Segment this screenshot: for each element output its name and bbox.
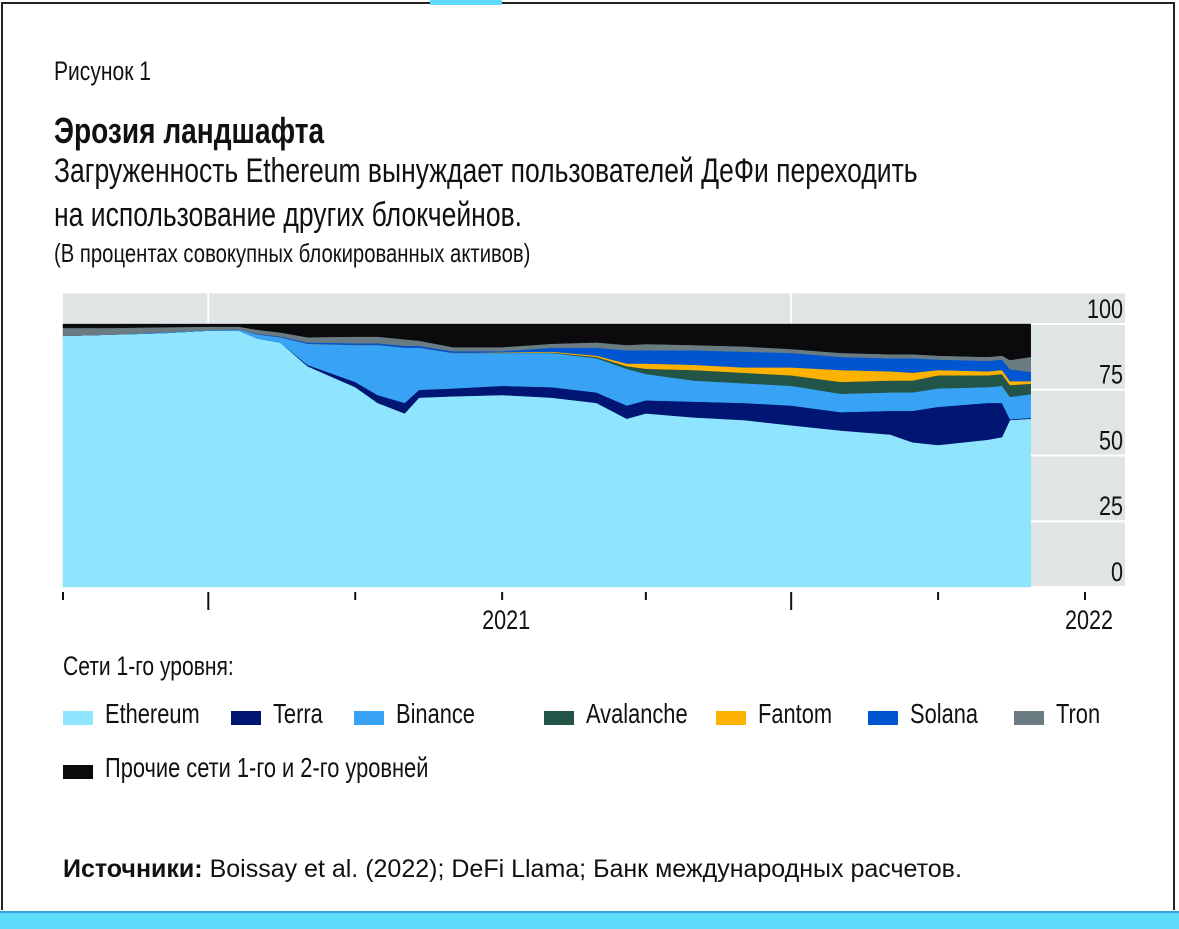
bottom-accent-band (0, 911, 1179, 929)
legend-label: Tron (1056, 698, 1101, 729)
chart-title-text: Эрозия ландшафта (54, 110, 325, 151)
source-note: Источники: Boissay et al. (2022); DeFi L… (63, 855, 962, 884)
legend-swatch (544, 711, 574, 725)
legend-swatch (231, 711, 261, 725)
legend-label: Ethereum (105, 698, 200, 729)
legend-swatch (716, 711, 746, 725)
x-tick-label: 2022 (1065, 606, 1113, 635)
legend-label: Прочие сети 1-го и 2-го уровней (105, 752, 429, 783)
chart-subtitle-line1: Загруженность Ethereum вынуждает пользов… (54, 152, 1161, 191)
legend-item: Binance (354, 698, 544, 730)
area-1-2 (62, 323, 1031, 361)
legend-item: Terra (231, 698, 354, 730)
y-tick-label: 100 (1087, 295, 1123, 325)
source-label: Источники: (63, 855, 203, 883)
legend-item: Прочие сети 1-го и 2-го уровней (63, 752, 520, 784)
legend-label: Avalanche (585, 698, 688, 729)
source-text: Boissay et al. (2022); DeFi Llama; Банк … (202, 855, 962, 883)
legend-label: Binance (396, 698, 475, 729)
legend-item: Avalanche (544, 698, 716, 730)
x-tick-label: 2021 (482, 606, 530, 635)
legend-row: Ethereum Terra Binance Avalanche Fantom Solan… (63, 698, 1134, 730)
legend-item: Tron (1014, 698, 1134, 730)
subtitle-text-1: Загруженность Ethereum вынуждает пользов… (54, 152, 918, 190)
chart-title: Эрозия ландшафта (54, 110, 400, 152)
y-tick-label: 25 (1099, 492, 1123, 522)
legend-label: Fantom (758, 698, 833, 729)
legend-swatch (1014, 711, 1044, 725)
figure-frame (1, 2, 1175, 910)
legend-title: Сети 1-го уровня: (63, 651, 282, 682)
chart-subtitle-line2: на использование других блокчейнов. (54, 196, 654, 235)
legend-label: Terra (273, 698, 323, 729)
legend-item: Ethereum (63, 698, 231, 730)
legend-row: Прочие сети 1-го и 2-го уровней (63, 752, 520, 784)
figure-label: Рисунок 1 (54, 56, 178, 87)
accent-mark (430, 0, 502, 5)
legend-label: Solana (910, 698, 979, 729)
legend-title-text: Сети 1-го уровня: (63, 651, 234, 681)
legend-swatch (868, 711, 898, 725)
stacked-area-chart: 0 25 50 75 100 2021 2022 (62, 292, 1125, 635)
legend-item: Solana (868, 698, 1014, 730)
y-tick-label: 75 (1099, 361, 1123, 391)
subtitle-text-2: на использование других блокчейнов. (54, 196, 523, 234)
chart-unit: (В процентах совокупных блокированных ак… (54, 238, 665, 269)
y-tick-label: 50 (1099, 426, 1123, 456)
y-tick-label: 0 (1111, 558, 1123, 588)
figure-label-text: Рисунок 1 (54, 56, 152, 86)
legend-item: Fantom (716, 698, 868, 730)
unit-text: (В процентах совокупных блокированных ак… (54, 238, 531, 268)
legend-swatch (63, 765, 93, 779)
legend-swatch (63, 711, 93, 725)
legend-swatch (354, 711, 384, 725)
